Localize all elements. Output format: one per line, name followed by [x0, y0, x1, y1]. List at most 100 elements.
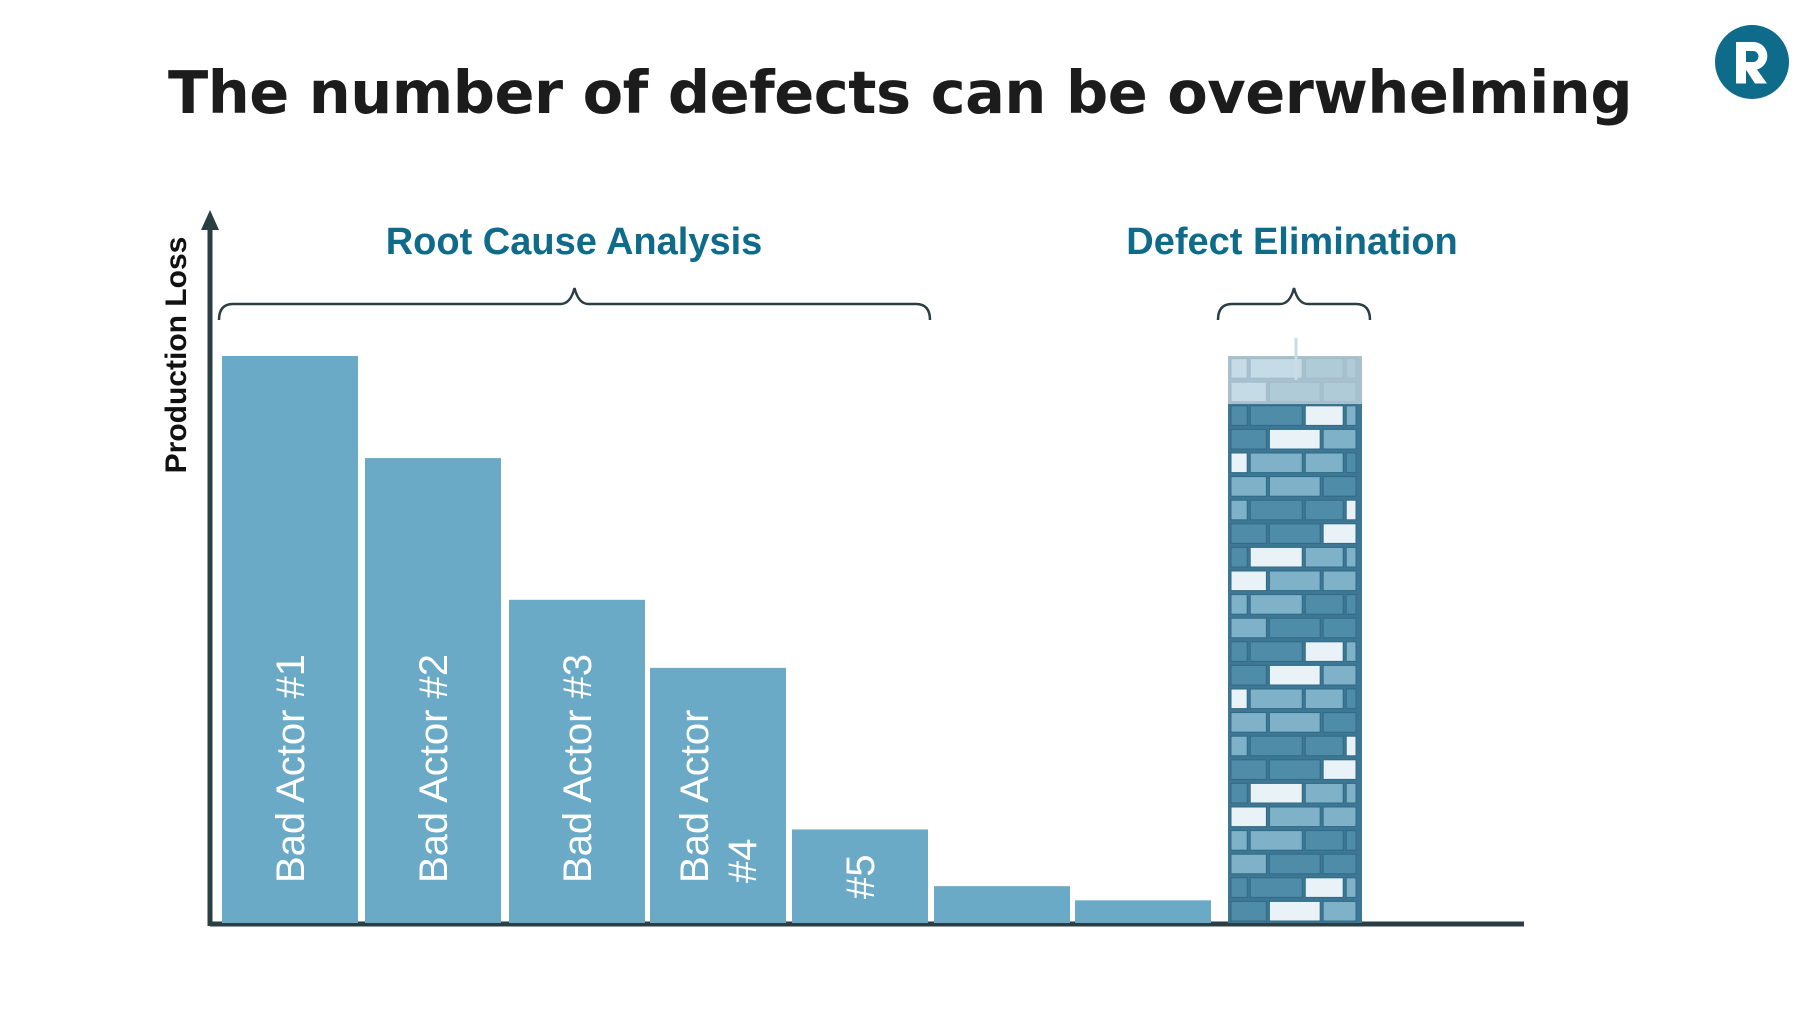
tower-block: [1230, 664, 1267, 686]
tower-block: [1345, 452, 1357, 474]
bar-labels-group: Bad Actor #1 Bad Actor #2 Bad Actor #3 Bad …: [269, 654, 883, 899]
tower-block: [1304, 688, 1344, 710]
tower-block: [1230, 806, 1267, 828]
tower-block: [1345, 405, 1357, 426]
tower-block: [1322, 759, 1357, 780]
tower-block: [1230, 782, 1248, 804]
tower-block: [1345, 877, 1357, 898]
tower-block: [1230, 570, 1267, 592]
tower-block: [1249, 594, 1303, 615]
tower-block: [1322, 853, 1357, 875]
tower-block: [1322, 806, 1357, 828]
tower-block: [1322, 664, 1357, 686]
tower-block: [1322, 570, 1357, 592]
bar-label-5: #5: [839, 855, 883, 900]
tower-block: [1230, 900, 1267, 922]
bar-label-4-line-1: Bad Actor: [673, 710, 717, 883]
tower-block: [1249, 877, 1303, 898]
bar-3: [509, 599, 645, 923]
bar-6: [934, 886, 1070, 923]
tower-block: [1230, 877, 1248, 898]
tower-block: [1230, 476, 1267, 497]
tower-block: [1345, 782, 1357, 804]
bar-4: [650, 667, 786, 923]
tower-block: [1345, 830, 1357, 851]
chart-axes: [201, 210, 1524, 927]
tower-block: [1322, 476, 1357, 497]
tower-block: [1230, 452, 1248, 474]
tower-block: [1304, 405, 1344, 426]
y-axis-arrow-icon: [201, 210, 219, 230]
tower-block: [1268, 428, 1321, 450]
tower-block: [1230, 735, 1248, 757]
bar-label-4-line-2: #4: [721, 839, 765, 884]
tower-block: [1345, 688, 1357, 710]
tower-block: [1268, 617, 1321, 639]
tower-block: [1249, 641, 1303, 662]
tower-block: [1249, 452, 1303, 474]
defect-elimination-brace: [1216, 287, 1372, 321]
tower-block: [1268, 712, 1321, 733]
root-cause-brace: [217, 287, 932, 321]
defect-tower: [1228, 338, 1362, 923]
tower-block: [1322, 617, 1357, 639]
tower-block: [1249, 405, 1303, 426]
tower-block: [1230, 641, 1248, 662]
tower-block: [1304, 452, 1344, 474]
tower-block: [1268, 523, 1321, 544]
bar-2: [365, 458, 501, 923]
tower-block: [1322, 523, 1357, 544]
tower-block: [1268, 806, 1321, 828]
defect-elimination-label: Defect Elimination: [1126, 221, 1458, 263]
tower-block: [1268, 900, 1321, 922]
tower-block: [1304, 735, 1344, 757]
tower-block: [1304, 830, 1344, 851]
root-cause-analysis-label: Root Cause Analysis: [386, 221, 763, 263]
tower-block: [1268, 476, 1321, 497]
tower-block: [1345, 735, 1357, 757]
tower-block: [1268, 664, 1321, 686]
tower-block: [1230, 617, 1267, 639]
tower-body: [1228, 356, 1362, 923]
tower-block: [1230, 523, 1267, 544]
tower-block: [1230, 499, 1248, 521]
tower-block: [1268, 853, 1321, 875]
tower-block: [1268, 570, 1321, 592]
tower-block: [1230, 594, 1248, 615]
tower-block: [1230, 688, 1248, 710]
tower-block: [1230, 712, 1267, 733]
bar-1: [222, 356, 358, 923]
tower-block: [1304, 641, 1344, 662]
bar-label-3: Bad Actor #3: [556, 654, 600, 883]
tower-block: [1230, 428, 1267, 450]
slide-title: The number of defects can be overwhelmin…: [167, 58, 1633, 127]
tower-block: [1230, 759, 1267, 780]
tower-block: [1345, 594, 1357, 615]
tower-block: [1230, 853, 1267, 875]
tower-block: [1322, 428, 1357, 450]
bars-group: [222, 356, 1211, 923]
tower-block: [1249, 735, 1303, 757]
tower-block: [1322, 900, 1357, 922]
tower-block: [1345, 499, 1357, 521]
braces-group: [217, 287, 1372, 321]
tower-block: [1304, 594, 1344, 615]
tower-block: [1304, 782, 1344, 804]
tower-block: [1249, 782, 1303, 804]
tower-block: [1345, 641, 1357, 662]
bar-7: [1075, 900, 1211, 923]
tower-block: [1268, 759, 1321, 780]
tower-block: [1304, 546, 1344, 568]
tower-block: [1230, 546, 1248, 568]
bar-label-2: Bad Actor #2: [412, 654, 456, 883]
y-axis-label: Production Loss: [160, 237, 193, 474]
tower-block: [1249, 499, 1303, 521]
tower-block: [1322, 712, 1357, 733]
tower-block: [1249, 830, 1303, 851]
tower-block: [1230, 405, 1248, 426]
tower-block: [1304, 499, 1344, 521]
tower-block: [1249, 688, 1303, 710]
tower-block: [1345, 546, 1357, 568]
tower-block: [1304, 877, 1344, 898]
